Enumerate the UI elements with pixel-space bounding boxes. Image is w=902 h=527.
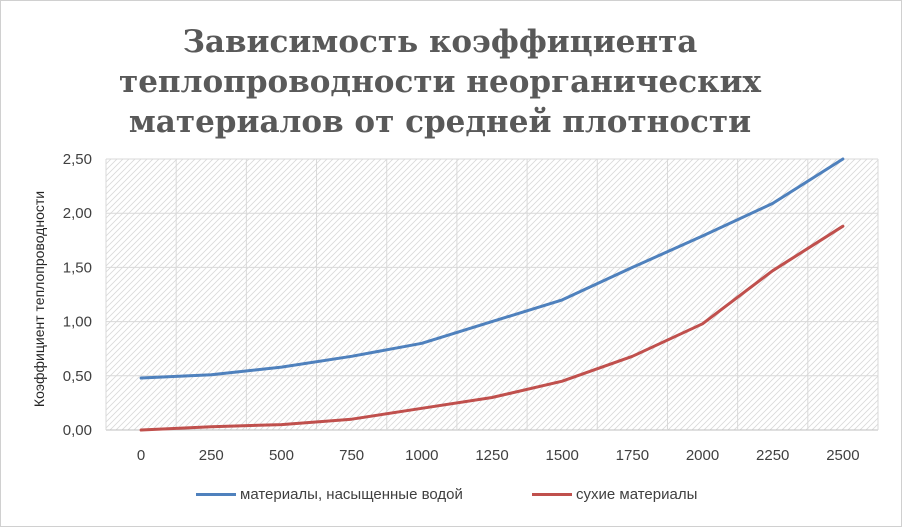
chart-title-line-3: материалов от средней плотности: [128, 104, 752, 140]
chart-title: Зависимость коэффициента теплопроводност…: [60, 22, 820, 142]
x-tick-label: 1750: [616, 447, 649, 464]
legend-item-dry: сухие материалы: [532, 484, 697, 504]
chart-title-line-1: Зависимость коэффициента: [182, 24, 698, 60]
x-tick-label: 2000: [686, 447, 719, 464]
legend-item-water-saturated: материалы, насыщенные водой: [196, 484, 463, 504]
x-tick-label: 500: [269, 447, 294, 464]
x-tick-label: 1500: [545, 447, 578, 464]
plot-area: [106, 159, 878, 430]
y-tick-label: 1,50: [63, 259, 92, 276]
x-tick-label: 1000: [405, 447, 438, 464]
x-tick-label: 2250: [756, 447, 789, 464]
x-tick-label: 250: [199, 447, 224, 464]
series-lines: [139, 157, 845, 432]
legend-label-water-saturated: материалы, насыщенные водой: [240, 485, 463, 503]
x-tick-label: 1250: [475, 447, 508, 464]
legend-swatch-dry: [532, 492, 572, 496]
x-tick-label: 2500: [826, 447, 859, 464]
x-tick-label: 0: [137, 447, 145, 464]
legend-swatch-water-saturated: [196, 492, 236, 496]
y-tick-label: 0,00: [63, 422, 92, 439]
y-axis-label: Коэффициент теплопроводности: [31, 191, 47, 407]
y-tick-label: 2,50: [63, 151, 92, 168]
legend-label-dry: сухие материалы: [576, 485, 698, 503]
y-tick-label: 1,00: [63, 314, 92, 331]
x-axis-ticks: 0 250 500 750 1000 1250 1500 1750 2000 2250 2500: [137, 447, 860, 464]
y-tick-label: 2,00: [63, 205, 92, 222]
chart-title-line-2: теплопроводности неорганических: [119, 64, 761, 100]
y-axis-ticks: 0,00 0,50 1,00 1,50 2,00 2,50: [63, 151, 92, 439]
y-tick-label: 0,50: [63, 368, 92, 385]
x-tick-label: 750: [339, 447, 364, 464]
series-line-1: [139, 224, 845, 432]
series-line-0: [139, 157, 845, 380]
